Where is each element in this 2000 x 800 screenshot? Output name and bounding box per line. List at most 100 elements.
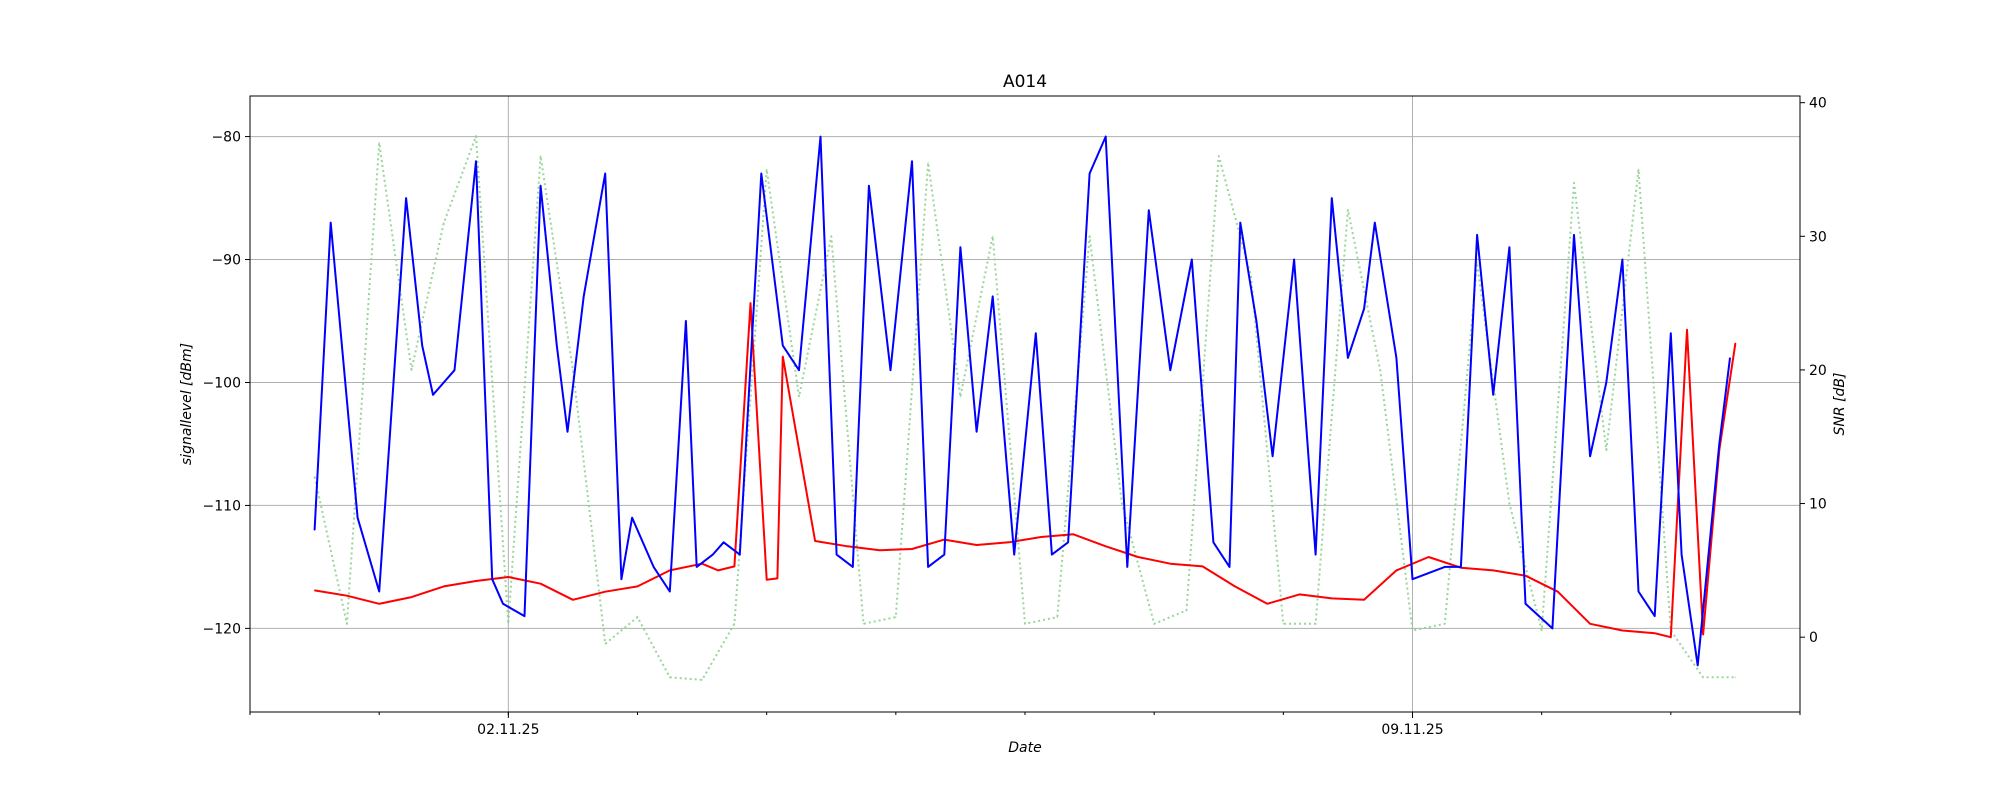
y2-tick-label: 40	[1809, 96, 1827, 112]
y2-tick-label: 20	[1809, 363, 1827, 379]
data-point-snr	[604, 591, 606, 593]
data-point-snr	[1363, 599, 1365, 601]
data-point-signal	[943, 554, 945, 556]
data-point-signal	[1212, 541, 1214, 543]
data-point-snr	[1105, 545, 1107, 547]
data-point-dotted	[1056, 616, 1058, 618]
data-point-dotted	[540, 155, 542, 157]
y-tick-label: −90	[211, 253, 241, 269]
data-point-signal	[1654, 615, 1656, 617]
data-point-signal	[760, 172, 762, 175]
data-point-snr	[1008, 541, 1010, 543]
data-point-snr	[346, 595, 348, 597]
data-point-snr	[378, 603, 380, 605]
data-point-signal	[889, 369, 892, 371]
data-point-snr	[1169, 563, 1171, 565]
data-point-dotted	[314, 476, 316, 478]
data-point-snr	[879, 549, 881, 551]
data-point-dotted	[1734, 676, 1736, 678]
data-point-signal	[1067, 541, 1069, 543]
data-point-signal	[723, 541, 725, 543]
data-point-snr	[1428, 556, 1430, 558]
data-point-dotted	[992, 235, 994, 237]
data-point-signal	[1374, 222, 1376, 224]
data-point-signal	[868, 185, 870, 187]
x-axis-label: Date	[1008, 740, 1041, 756]
data-point-dotted	[1347, 209, 1349, 211]
data-point-signal	[540, 185, 542, 187]
data-point-signal	[696, 566, 698, 568]
data-point-dotted	[378, 142, 380, 144]
data-point-signal	[669, 590, 671, 593]
data-point-snr	[1557, 591, 1559, 593]
data-point-dotted	[669, 676, 671, 678]
data-point-dotted	[410, 369, 413, 371]
data-point-signal	[1729, 357, 1731, 359]
data-point-snr	[1734, 342, 1736, 344]
data-point-snr	[976, 544, 978, 546]
y2-axis-label: SNR [dB]	[1832, 373, 1848, 436]
data-point-signal	[1331, 197, 1333, 199]
data-point-signal	[1347, 357, 1349, 359]
data-point-dotted	[1153, 623, 1155, 625]
data-point-signal	[620, 578, 623, 580]
data-point-snr	[507, 576, 509, 578]
data-point-snr	[1702, 633, 1704, 636]
data-point-signal	[432, 394, 434, 396]
data-point-signal	[1105, 136, 1107, 138]
data-point-snr	[314, 589, 316, 592]
data-point-signal	[421, 345, 423, 347]
data-point-dotted	[1702, 676, 1704, 678]
data-point-signal	[1148, 209, 1150, 211]
data-point-dotted	[1024, 623, 1026, 625]
data-point-signal	[712, 554, 714, 556]
data-point-signal	[1681, 554, 1683, 556]
data-point-signal	[1191, 258, 1193, 261]
data-point-snr	[846, 545, 849, 547]
data-point-signal	[1492, 394, 1494, 396]
data-point-snr	[733, 565, 736, 568]
data-point-dotted	[1573, 182, 1575, 184]
data-point-signal	[1363, 308, 1365, 310]
data-point-snr	[443, 585, 445, 588]
data-point-dotted	[1315, 623, 1317, 625]
data-point-signal	[1551, 627, 1553, 630]
data-point-snr	[636, 585, 639, 588]
data-point-signal	[1395, 357, 1397, 359]
data-point-signal	[927, 566, 929, 568]
data-point-snr	[814, 540, 816, 542]
data-point-signal	[1315, 554, 1317, 556]
data-point-signal	[1239, 222, 1241, 224]
data-point-dotted	[346, 623, 348, 625]
data-point-snr	[1686, 329, 1688, 331]
data-point-signal	[502, 603, 504, 605]
data-point-signal	[976, 431, 978, 433]
y-tick-label: −100	[203, 375, 241, 391]
data-point-dotted	[1637, 168, 1640, 171]
data-point-signal	[1411, 578, 1414, 580]
x-tick-label: 02.11.25	[477, 722, 539, 738]
data-point-snr	[911, 548, 913, 550]
data-point-dotted	[1089, 235, 1091, 237]
data-point-signal	[491, 578, 493, 580]
data-point-signal	[1255, 320, 1257, 322]
data-point-snr	[1670, 636, 1672, 638]
data-point-dotted	[1379, 369, 1381, 371]
data-point-snr	[410, 596, 413, 598]
data-point-signal	[1013, 554, 1015, 556]
data-point-signal	[583, 295, 585, 297]
data-point-dotted	[1282, 623, 1284, 625]
data-point-signal	[453, 369, 456, 371]
data-point-dotted	[895, 616, 897, 618]
data-point-signal	[523, 615, 526, 617]
axis-ticks: −80 −90 −100 −110 −120 40 30 20 10 0 02.11.25 09.11…	[203, 96, 1827, 738]
data-point-signal	[836, 554, 838, 556]
data-point-signal	[911, 160, 913, 162]
data-point-dotted	[1476, 262, 1478, 264]
data-point-signal	[685, 320, 687, 322]
data-point-signal	[1228, 566, 1231, 568]
data-point-signal	[782, 345, 784, 347]
data-point-snr	[1492, 569, 1494, 572]
data-point-dotted	[507, 623, 509, 625]
y-axis-label: signallevel [dBm]	[179, 343, 195, 465]
